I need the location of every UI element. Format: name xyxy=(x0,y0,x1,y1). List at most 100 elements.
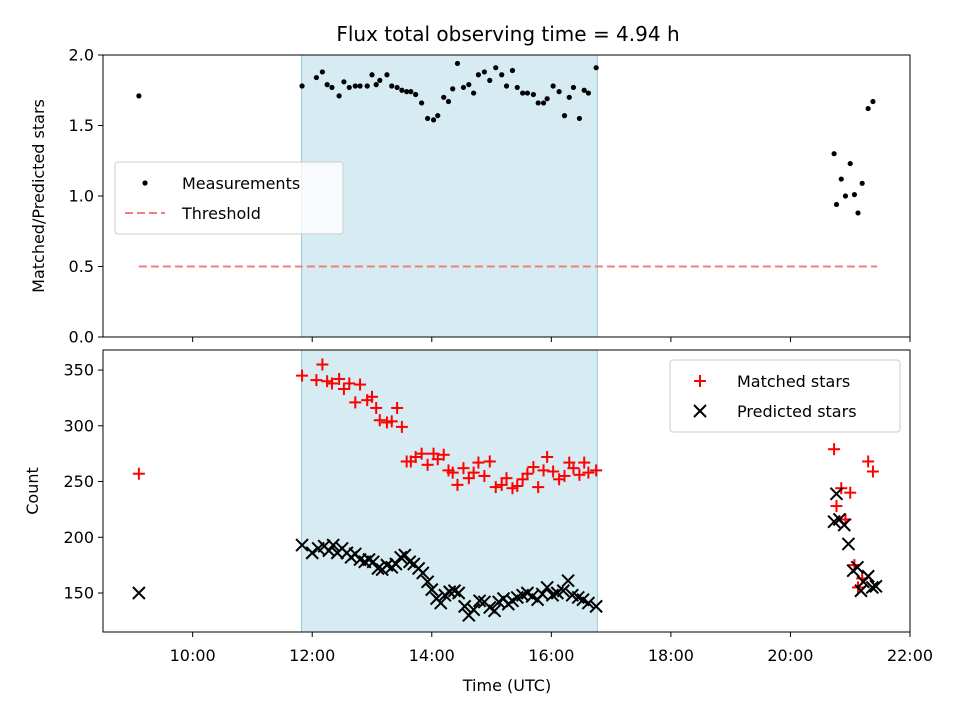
data-point-plus xyxy=(541,451,554,464)
data-point-dot xyxy=(481,69,487,75)
data-point-x xyxy=(416,566,430,580)
data-point-plus xyxy=(296,369,309,382)
data-point-dot xyxy=(460,84,467,91)
data-point-dot xyxy=(550,83,556,89)
data-point-plus xyxy=(373,414,386,427)
data-point-plus xyxy=(451,478,464,491)
legend-label: Threshold xyxy=(181,204,261,223)
data-point-plus xyxy=(495,478,508,491)
panel-ratio: 0.0 0.5 1.0 1.5 2.0 Matched/Predicted stars Me… xyxy=(29,46,911,347)
data-point-dot xyxy=(445,98,452,105)
data-point-dot xyxy=(299,83,305,89)
data-point-plus xyxy=(343,377,356,390)
legend: Matched stars Predicted stars xyxy=(669,359,901,433)
y-tick-label: 150 xyxy=(63,583,94,602)
data-point-x xyxy=(829,487,844,501)
legend: Measurements Threshold xyxy=(114,161,344,235)
data-point-plus xyxy=(395,420,408,433)
data-point-plus xyxy=(828,443,841,456)
data-point-plus xyxy=(573,468,586,481)
data-point-plus xyxy=(547,465,560,478)
data-point-dot xyxy=(394,84,400,91)
data-point-dot xyxy=(503,83,510,89)
data-point-dot xyxy=(859,180,865,186)
data-point-plus xyxy=(578,456,591,469)
data-point-x xyxy=(402,555,417,569)
plot-area-1 xyxy=(132,358,883,622)
data-point-dot xyxy=(377,77,383,83)
data-point-x xyxy=(854,584,868,598)
data-point-dot xyxy=(357,83,363,89)
panel-counts: 150 200 250 300 350 10:00 12:00 14:00 16:00 18:00… xyxy=(23,349,933,665)
x-tick-label: 16:00 xyxy=(528,646,574,665)
data-point-dot xyxy=(544,96,550,102)
data-point-plus xyxy=(446,466,459,479)
data-point-dot xyxy=(364,83,370,89)
data-point-dot xyxy=(847,160,853,167)
data-point-dot xyxy=(831,151,837,157)
data-point-dot xyxy=(424,115,431,122)
data-point-dot xyxy=(413,91,419,98)
legend-box xyxy=(669,359,901,433)
data-point-dot xyxy=(341,79,347,85)
data-point-dot xyxy=(384,72,390,78)
data-point-dot xyxy=(435,113,441,119)
data-point-x xyxy=(869,579,883,594)
data-point-x xyxy=(466,603,481,617)
data-point-x xyxy=(425,582,439,597)
data-point-dot xyxy=(313,74,320,81)
data-point-plus xyxy=(521,467,534,480)
data-point-plus xyxy=(567,462,580,475)
data-point-dot xyxy=(475,72,482,78)
data-point-x xyxy=(837,518,851,532)
data-point-plus xyxy=(349,396,362,409)
data-point-dot xyxy=(319,69,325,75)
data-point-plus xyxy=(337,383,350,396)
data-point-dot xyxy=(851,191,858,198)
data-point-dot xyxy=(404,89,410,95)
x-axis-label: Time (UTC) xyxy=(462,676,551,695)
data-point-x xyxy=(305,546,319,560)
y-tick-label: 250 xyxy=(63,472,94,491)
data-point-dot xyxy=(389,83,395,89)
data-point-plus xyxy=(421,458,434,471)
data-point-plus xyxy=(385,415,398,428)
data-point-dot xyxy=(373,82,379,88)
data-point-dot xyxy=(570,84,577,91)
y-tick-label: 0.0 xyxy=(69,328,94,347)
x-tick-label: 22:00 xyxy=(887,646,933,665)
data-point-plus xyxy=(478,469,491,482)
data-point-plus xyxy=(310,374,323,387)
data-point-x xyxy=(371,561,385,576)
y-tick-label: 300 xyxy=(63,416,94,435)
data-point-dot xyxy=(870,98,876,105)
legend-label: Measurements xyxy=(182,174,300,193)
x-tick-label: 18:00 xyxy=(648,646,694,665)
y-tick-label: 0.5 xyxy=(69,257,94,276)
data-point-x xyxy=(451,586,466,600)
data-point-dot xyxy=(441,94,447,100)
legend-marker xyxy=(142,180,148,186)
y-tick-label: 1.0 xyxy=(69,187,94,206)
data-point-plus xyxy=(325,377,338,390)
x-tick-label: 12:00 xyxy=(289,646,335,665)
chart-title: Flux total observing time = 4.94 h xyxy=(336,22,679,46)
data-point-plus xyxy=(511,479,524,492)
data-point-dot xyxy=(369,72,375,78)
data-point-x xyxy=(447,584,462,598)
data-point-dot xyxy=(499,72,505,78)
data-point-dot xyxy=(585,90,591,96)
data-point-x xyxy=(295,538,309,552)
data-point-x xyxy=(581,596,596,610)
data-point-dot xyxy=(466,82,472,88)
data-point-plus xyxy=(467,466,480,479)
legend-label: Matched stars xyxy=(737,372,850,391)
y-tick-label: 1.5 xyxy=(69,116,94,135)
data-point-dot xyxy=(524,90,531,96)
axes-frame xyxy=(102,349,911,633)
data-point-dot xyxy=(454,60,461,67)
data-point-x xyxy=(865,580,880,595)
data-point-dot xyxy=(855,210,861,216)
data-point-dot xyxy=(576,115,583,122)
